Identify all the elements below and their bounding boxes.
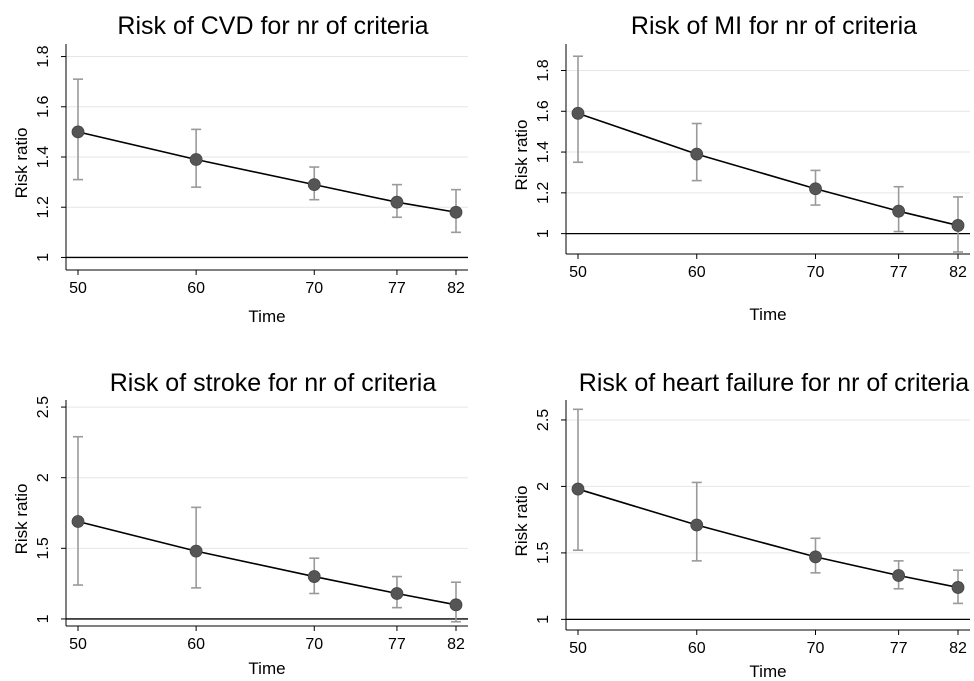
x-tick-label: 82: [447, 280, 465, 297]
data-point: [307, 178, 321, 192]
data-point: [892, 204, 906, 218]
y-tick-label: 1.5: [535, 542, 552, 564]
x-tick-label: 77: [890, 264, 908, 281]
y-tick-label: 1: [35, 253, 52, 262]
data-point: [809, 182, 822, 196]
data-point: [390, 587, 404, 600]
y-tick-label: 1.8: [35, 45, 52, 67]
data-point: [892, 569, 906, 582]
y-tick-label: 1.6: [35, 96, 52, 118]
x-tick-label: 60: [187, 280, 205, 297]
y-axis-label: Risk ratio: [512, 486, 531, 557]
y-tick-label: 1: [535, 229, 552, 238]
x-tick-label: 50: [569, 640, 587, 657]
x-tick-label: 60: [688, 264, 706, 281]
chart-panel-stroke: Risk of stroke for nr of criteria Time R…: [12, 369, 468, 678]
x-tick-label: 70: [305, 280, 323, 297]
x-tick-label: 82: [949, 640, 967, 657]
y-tick-label: 2.5: [35, 396, 52, 418]
data-point: [690, 147, 704, 161]
x-tick-label: 60: [187, 636, 205, 653]
x-tick-label: 60: [688, 640, 706, 657]
y-tick-label: 2: [35, 473, 52, 482]
data-point: [390, 195, 404, 209]
chart-title: Risk of MI for nr of criteria: [631, 12, 917, 40]
chart-title: Risk of stroke for nr of criteria: [110, 369, 437, 397]
data-point: [571, 106, 585, 120]
data-point: [809, 550, 822, 564]
data-point: [71, 125, 85, 139]
x-axis-label: Time: [248, 659, 285, 678]
data-point: [307, 570, 321, 583]
y-axis-label: Risk ratio: [12, 484, 31, 555]
x-tick-label: 82: [447, 636, 465, 653]
data-point: [189, 153, 203, 166]
chart-panel-cvd: Risk of CVD for nr of criteria Time Risk…: [12, 12, 468, 326]
data-point: [690, 518, 704, 532]
x-tick-label: 77: [388, 636, 406, 653]
data-point: [71, 515, 85, 528]
y-tick-label: 1: [535, 615, 552, 624]
data-point: [189, 544, 203, 558]
data-point: [449, 205, 463, 219]
y-tick-label: 1.8: [535, 59, 552, 81]
x-tick-label: 50: [569, 264, 587, 281]
data-point: [951, 219, 965, 232]
x-tick-label: 70: [807, 640, 825, 657]
x-tick-label: 82: [949, 264, 967, 281]
chart-panel-heart-failure: Risk of heart failure for nr of criteria…: [512, 369, 970, 681]
y-tick-label: 1.4: [35, 146, 52, 168]
x-tick-label: 50: [69, 636, 87, 653]
y-tick-label: 1.2: [535, 182, 552, 204]
chart-panel-mi: Risk of MI for nr of criteria Time Risk …: [512, 12, 970, 324]
x-tick-label: 50: [69, 280, 87, 297]
y-axis-label: Risk ratio: [512, 120, 531, 191]
y-tick-label: 2.5: [535, 409, 552, 431]
y-tick-label: 1.6: [535, 100, 552, 122]
x-axis-label: Time: [749, 662, 786, 681]
data-point: [951, 581, 965, 594]
y-axis-label: Risk ratio: [12, 128, 31, 199]
y-tick-label: 1: [35, 614, 52, 623]
x-axis-label: Time: [248, 307, 285, 326]
y-tick-label: 1.2: [35, 196, 52, 218]
x-tick-label: 77: [388, 280, 406, 297]
chart-title: Risk of CVD for nr of criteria: [117, 12, 428, 40]
x-tick-label: 70: [807, 264, 825, 281]
chart-title: Risk of heart failure for nr of criteria: [579, 369, 970, 397]
x-axis-label: Time: [749, 305, 786, 324]
data-point: [449, 598, 463, 612]
y-tick-label: 1.5: [35, 537, 52, 559]
y-tick-label: 1.4: [535, 141, 552, 163]
y-tick-label: 2: [535, 482, 552, 491]
data-point: [571, 482, 585, 496]
x-tick-label: 77: [890, 640, 908, 657]
x-tick-label: 70: [305, 636, 323, 653]
